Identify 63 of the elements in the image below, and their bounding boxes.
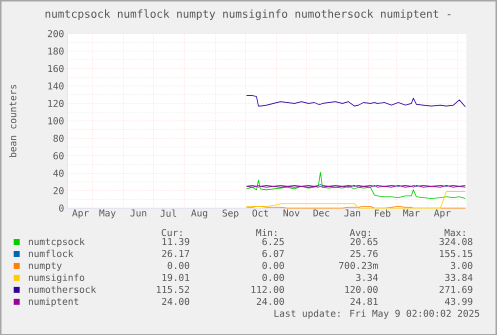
x-tick-label: Dec xyxy=(314,209,330,216)
text: 700.23m xyxy=(339,262,378,269)
y-tick-label: 40 xyxy=(53,169,64,177)
legend-label: numtcpsock xyxy=(28,238,85,247)
text: 324.08 xyxy=(440,238,472,245)
y-tick-label: 20 xyxy=(54,186,64,194)
text: 3.00 xyxy=(450,262,472,269)
text: 24.00 xyxy=(256,298,284,305)
x-tick-label: Jul xyxy=(160,209,176,217)
text: 24.00 xyxy=(162,298,190,305)
y-tick-label: 80 xyxy=(53,134,64,142)
text: 6.07 xyxy=(262,250,284,257)
y-tick-label: 100 xyxy=(48,117,64,124)
text: 33.84 xyxy=(445,274,473,281)
text: 0.00 xyxy=(168,262,190,269)
text: 271.69 xyxy=(440,286,472,293)
text: 43.99 xyxy=(445,298,472,305)
text: 25.76 xyxy=(350,250,378,257)
legend-label: numothersock xyxy=(28,285,96,293)
y-tick-label: 0 xyxy=(59,204,64,212)
x-tick-label: Aug xyxy=(191,209,208,218)
text: 20.65 xyxy=(350,238,378,245)
text: Avg: xyxy=(350,228,370,238)
text: 6.25 xyxy=(262,238,284,245)
x-tick-label: Feb xyxy=(374,209,390,217)
x-tick-label: Jun xyxy=(130,209,146,216)
x-tick-label: Nov xyxy=(284,209,300,216)
y-tick-label: 160 xyxy=(48,64,64,72)
text: 3.34 xyxy=(356,274,378,281)
x-tick-label: Oct xyxy=(252,209,268,216)
text: Min: xyxy=(256,228,276,236)
x-tick-label: May xyxy=(99,209,116,218)
x-tick-label: Sep xyxy=(222,209,238,218)
text: Max: xyxy=(444,228,465,236)
line-series xyxy=(246,94,466,108)
legend-label: numsiginfo xyxy=(28,274,84,283)
text: 19.01 xyxy=(162,274,190,281)
text: 11.39 xyxy=(162,238,190,245)
text: Last update: Fri May 9 02:00:02 2025 xyxy=(274,309,480,319)
line-series xyxy=(246,172,466,199)
y-tick-label: 140 xyxy=(48,82,64,90)
y-axis-title: bean counters xyxy=(9,84,16,157)
text: 120.00 xyxy=(345,286,378,293)
text: 0.00 xyxy=(262,274,284,281)
x-tick-label: Apr xyxy=(72,209,89,218)
y-tick-label: 120 xyxy=(48,100,64,107)
x-tick-label: Apr xyxy=(434,209,451,218)
y-tick-label: 200 xyxy=(48,30,64,37)
x-tick-label: Mar xyxy=(403,209,420,216)
x-tick-label: Jan xyxy=(344,209,360,216)
y-tick-label: 60 xyxy=(53,152,64,160)
legend-label: numpty xyxy=(28,262,62,271)
text: 24.81 xyxy=(350,298,378,305)
text: 0.00 xyxy=(262,262,284,269)
text: 112.00 xyxy=(252,286,284,293)
legend-label: numflock xyxy=(28,250,74,257)
y-tick-label: 180 xyxy=(48,47,64,54)
text: Cur: xyxy=(162,228,182,236)
text: 26.17 xyxy=(162,250,190,257)
text: 115.52 xyxy=(156,286,190,293)
text: 155.15 xyxy=(440,250,472,257)
legend-label: numiptent xyxy=(28,297,78,307)
chart-title: numtcpsock numflock numpty numsiginfo numothersock numiptent - xyxy=(46,9,450,20)
